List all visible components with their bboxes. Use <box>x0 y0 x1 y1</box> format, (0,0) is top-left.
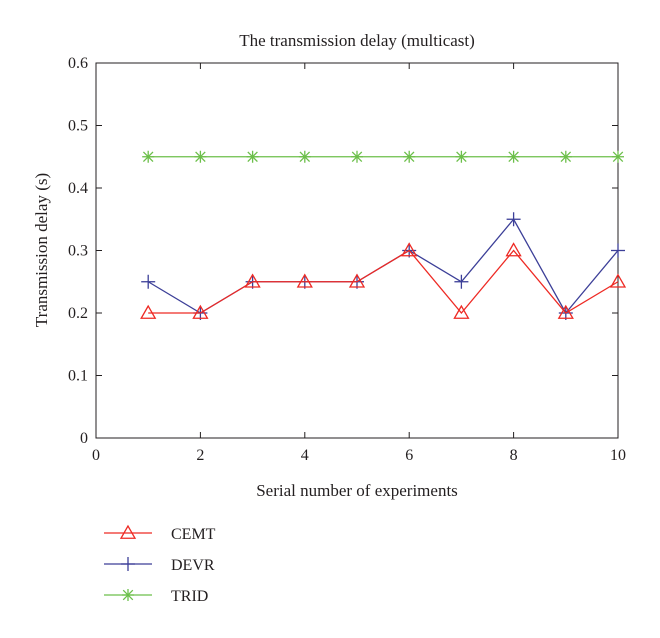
y-axis-label: Transmission delay (s) <box>32 173 51 327</box>
data-point-trid <box>246 150 259 163</box>
legend-marker-trid-d2 <box>122 589 134 601</box>
legend-marker-devr <box>121 557 135 571</box>
series-layer <box>140 150 627 320</box>
data-point-cemt <box>296 273 313 288</box>
data-point-trid <box>455 150 468 163</box>
data-point-trid-d2 <box>299 151 311 163</box>
y-tick-label: 0.4 <box>68 180 88 197</box>
data-point-cemt <box>244 273 261 288</box>
data-point-trid <box>403 150 416 163</box>
data-point-trid-d2 <box>142 151 154 163</box>
data-point-trid <box>559 150 572 163</box>
data-point-trid-d2 <box>508 151 519 163</box>
x-tick-label: 0 <box>92 447 100 464</box>
data-point-trid <box>142 150 155 163</box>
plot-frame <box>95 62 619 439</box>
series-line-cemt <box>148 249 619 315</box>
y-tick-label: 0.1 <box>68 368 88 385</box>
legend-marker-cemt <box>119 524 137 539</box>
x-tick-label: 4 <box>301 447 309 464</box>
data-point-trid-d2 <box>612 151 624 163</box>
series-trid <box>142 150 624 163</box>
legend-marker-trid <box>122 589 134 601</box>
x-tick-label: 2 <box>196 447 204 464</box>
legend-label-cemt: CEMT <box>171 526 216 543</box>
data-point-trid <box>194 150 207 163</box>
data-point-trid <box>507 150 520 163</box>
data-point-trid-d2 <box>560 151 572 163</box>
axes: 0 2 4 6 8 10 0 0.1 0.2 0.3 0.4 0.5 0.6 <box>68 55 626 464</box>
data-point-cemt <box>401 242 418 257</box>
y-tick-label: 0 <box>80 430 88 447</box>
y-tick-label: 0.2 <box>68 305 88 322</box>
y-tick-label: 0.6 <box>68 55 88 72</box>
data-point-cemt <box>348 273 366 288</box>
data-point-cemt <box>609 273 627 288</box>
data-point-cemt <box>557 304 574 319</box>
legend-label-trid: TRID <box>171 588 208 605</box>
y-tick-label: 0.3 <box>68 243 88 260</box>
data-point-trid-d2 <box>403 151 415 163</box>
data-point-devr <box>506 212 521 227</box>
data-point-devr <box>141 274 156 289</box>
data-point-cemt <box>453 304 470 319</box>
legend-item-devr: DEVR <box>104 557 215 574</box>
data-point-cemt <box>192 304 209 319</box>
series-cemt <box>140 242 627 319</box>
y-tick-label: 0.5 <box>68 118 88 135</box>
x-axis-label: Serial number of experiments <box>256 481 458 500</box>
chart-title: The transmission delay (multicast) <box>239 31 475 50</box>
data-point-devr <box>454 274 469 289</box>
data-point-trid <box>612 150 624 163</box>
data-point-trid <box>298 150 311 163</box>
data-point-trid <box>351 150 363 163</box>
data-point-cemt <box>140 304 157 319</box>
legend-item-trid: TRID <box>104 588 208 605</box>
legend: CEMT DEVR TRID <box>104 524 216 605</box>
data-point-trid-d2 <box>351 151 363 163</box>
x-tick-label: 10 <box>610 447 626 464</box>
x-tick-label: 8 <box>510 447 518 464</box>
data-point-devr <box>611 243 625 258</box>
data-point-trid-d2 <box>456 151 467 163</box>
legend-item-cemt: CEMT <box>104 524 216 543</box>
data-point-trid-d2 <box>195 151 206 163</box>
x-tick-label: 6 <box>405 447 413 464</box>
data-point-cemt <box>505 242 522 257</box>
legend-label-devr: DEVR <box>171 557 215 574</box>
data-point-trid-d2 <box>247 151 258 163</box>
